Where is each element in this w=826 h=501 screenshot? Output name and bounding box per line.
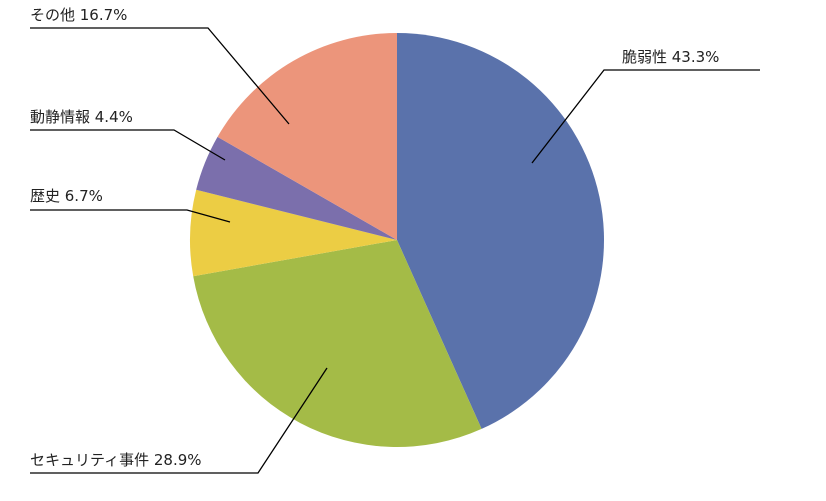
leader-security-incident xyxy=(30,367,328,474)
slice-labels: 脆弱性 43.3% セキュリティ事件 28.9% 歴史 6.7% 動静情報 4.… xyxy=(30,6,719,469)
leader-other xyxy=(30,27,290,125)
pie-slice-other xyxy=(217,33,397,240)
slice-label-vulnerability: 脆弱性 43.3% xyxy=(622,48,719,66)
leader-lines xyxy=(30,27,760,474)
slice-label-trend-info: 動静情報 4.4% xyxy=(30,108,133,126)
leader-vulnerability xyxy=(531,69,760,164)
pie-slices xyxy=(190,33,605,448)
pie-slice-history xyxy=(190,189,397,277)
pie-slice-trend-info xyxy=(196,136,397,240)
slice-label-other: その他 16.7% xyxy=(30,6,127,24)
pie-slice-security-incident xyxy=(193,240,482,448)
slice-label-history: 歴史 6.7% xyxy=(30,187,103,205)
leader-history xyxy=(30,209,231,223)
slice-label-security-incident: セキュリティ事件 28.9% xyxy=(30,451,202,469)
leader-trend-info xyxy=(30,129,226,161)
pie-slice-vulnerability xyxy=(397,33,605,429)
